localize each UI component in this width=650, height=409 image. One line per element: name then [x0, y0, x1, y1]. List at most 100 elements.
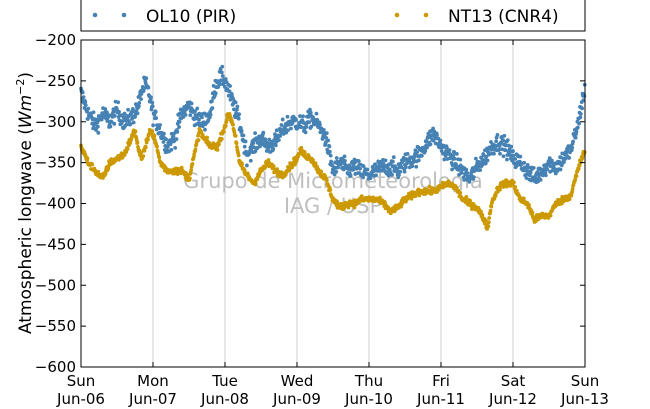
data-point [581, 98, 586, 103]
data-point [332, 172, 337, 177]
data-point [454, 151, 459, 156]
data-point [189, 168, 194, 172]
x-tick-label-day: Tue [211, 372, 238, 390]
data-point [196, 133, 200, 138]
data-point [543, 173, 548, 178]
data-point [128, 122, 133, 126]
data-point [157, 155, 162, 160]
data-point [223, 77, 228, 81]
data-point [244, 163, 249, 168]
data-point [478, 168, 483, 172]
data-point [324, 131, 329, 136]
data-point [83, 103, 88, 108]
data-point [511, 153, 516, 158]
data-point [575, 125, 580, 130]
grid-lines [152, 40, 514, 367]
x-tick-label-day: Mon [137, 372, 169, 390]
data-point [578, 111, 583, 116]
data-point [220, 64, 225, 69]
data-point [165, 144, 170, 149]
data-point [274, 128, 279, 133]
data-point [425, 145, 429, 150]
data-point [509, 144, 514, 149]
data-point [276, 138, 281, 143]
y-axis-label-close: ) [16, 72, 36, 79]
data-point [571, 139, 575, 144]
data-point [91, 110, 96, 115]
data-point [183, 112, 188, 117]
data-point [96, 130, 101, 135]
data-point [137, 100, 142, 105]
data-point [243, 139, 248, 144]
data-point [125, 146, 130, 151]
data-point [342, 154, 347, 159]
data-point [540, 173, 545, 178]
data-point [567, 155, 572, 160]
data-point [365, 167, 370, 172]
data-point [442, 157, 447, 162]
data-point [249, 147, 254, 152]
data-point [570, 145, 575, 150]
data-point [505, 184, 509, 189]
data-point [200, 115, 204, 120]
data-point [328, 153, 333, 158]
data-point [248, 158, 253, 163]
data-point [95, 124, 100, 129]
data-point [188, 113, 193, 118]
data-point [235, 104, 240, 109]
data-point [195, 106, 200, 111]
data-point [486, 224, 491, 229]
data-point [289, 126, 293, 131]
data-point [219, 70, 224, 75]
data-point [86, 117, 90, 121]
data-point [286, 128, 290, 133]
data-point [563, 157, 568, 161]
data-point [213, 91, 218, 96]
data-point [464, 167, 469, 172]
data-point [135, 140, 140, 145]
legend-marker-nt13 [394, 12, 400, 18]
data-point [169, 147, 174, 152]
data-point [218, 82, 223, 87]
data-point [511, 149, 515, 153]
data-point [112, 121, 117, 126]
legend-label-ol10: OL10 (PIR) [146, 7, 236, 27]
legend-box [80, 0, 586, 32]
data-point [428, 142, 433, 147]
data-point [480, 213, 485, 217]
y-tick-label: −350 [35, 154, 76, 172]
data-point [521, 196, 526, 201]
y-tick-label: −500 [35, 276, 76, 294]
x-tick-label-date: Jun-11 [416, 390, 465, 408]
data-point [513, 185, 518, 189]
data-point [402, 169, 407, 174]
data-point [298, 114, 302, 118]
y-tick-label: −600 [35, 358, 76, 376]
x-tick-label-day: Wed [281, 372, 314, 390]
data-point [280, 117, 285, 122]
data-point [548, 164, 553, 169]
data-point [513, 157, 518, 161]
x-tick-label-day: Sat [501, 372, 526, 390]
data-point [205, 135, 210, 140]
data-point [208, 112, 213, 117]
data-point [216, 142, 221, 147]
data-point [452, 156, 457, 161]
data-point [136, 104, 141, 109]
data-point [94, 128, 99, 132]
data-point [263, 137, 268, 142]
data-point [171, 134, 176, 139]
legend-marker-ol10 [92, 12, 98, 18]
data-point [573, 135, 578, 140]
data-point [239, 128, 244, 133]
data-point [242, 144, 247, 149]
data-point [318, 122, 322, 127]
data-point [361, 175, 365, 180]
data-point [486, 220, 491, 225]
data-point [81, 95, 86, 99]
data-point [144, 140, 149, 145]
data-point [158, 123, 162, 127]
y-tick-label: −250 [35, 72, 76, 90]
data-point [275, 167, 280, 172]
